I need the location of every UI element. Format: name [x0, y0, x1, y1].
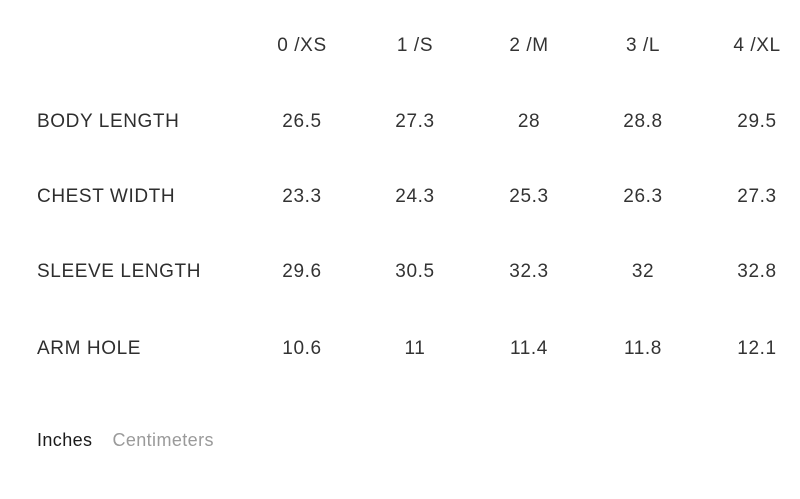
measurement-value: 32.8	[737, 261, 777, 282]
size-header-row: 0 /XS 1 /S 2 /M 3 /L 4 /XL	[0, 31, 800, 61]
table-row-body-length: BODY LENGTH 26.5 27.3 28 28.8 29.5	[0, 107, 800, 137]
measurement-value: 24.3	[395, 186, 435, 207]
table-row-chest-width: CHEST WIDTH 23.3 24.3 25.3 26.3 27.3	[0, 182, 800, 212]
measurement-value: 27.3	[395, 111, 435, 132]
size-column-header: 4 /XL	[733, 35, 781, 56]
measurement-value: 11	[404, 338, 426, 359]
measurement-value: 28.8	[623, 111, 663, 132]
measurement-value: 25.3	[509, 186, 549, 207]
unit-toggle: Inches Centimeters	[37, 426, 214, 454]
measurement-value: 30.5	[395, 261, 435, 282]
row-label: ARM HOLE	[37, 338, 142, 359]
measurement-value: 29.5	[737, 111, 777, 132]
row-label: BODY LENGTH	[37, 111, 180, 132]
measurement-value: 29.6	[282, 261, 322, 282]
size-column-header: 3 /L	[625, 35, 661, 56]
table-row-sleeve-length: SLEEVE LENGTH 29.6 30.5 32.3 32 32.8	[0, 257, 800, 287]
measurement-value: 32	[631, 261, 655, 282]
row-label: SLEEVE LENGTH	[37, 261, 202, 282]
table-row-arm-hole: ARM HOLE 10.6 11 11.4 11.8 12.1	[0, 334, 800, 364]
measurement-value: 26.5	[282, 111, 322, 132]
measurement-value: 32.3	[509, 261, 549, 282]
measurement-value: 11.8	[624, 338, 662, 359]
row-label: CHEST WIDTH	[37, 186, 176, 207]
unit-option-centimeters[interactable]: Centimeters	[112, 430, 214, 450]
unit-option-inches[interactable]: Inches	[37, 430, 93, 450]
measurement-value: 26.3	[623, 186, 663, 207]
measurement-value: 12.1	[737, 338, 777, 359]
size-column-header: 1 /S	[396, 35, 434, 56]
size-column-header: 0 /XS	[277, 35, 327, 56]
measurement-value: 28	[517, 111, 541, 132]
measurement-value: 27.3	[737, 186, 777, 207]
measurement-value: 10.6	[282, 338, 322, 359]
measurement-value: 23.3	[282, 186, 322, 207]
size-column-header: 2 /M	[509, 35, 549, 56]
measurement-value: 11.4	[510, 338, 548, 359]
